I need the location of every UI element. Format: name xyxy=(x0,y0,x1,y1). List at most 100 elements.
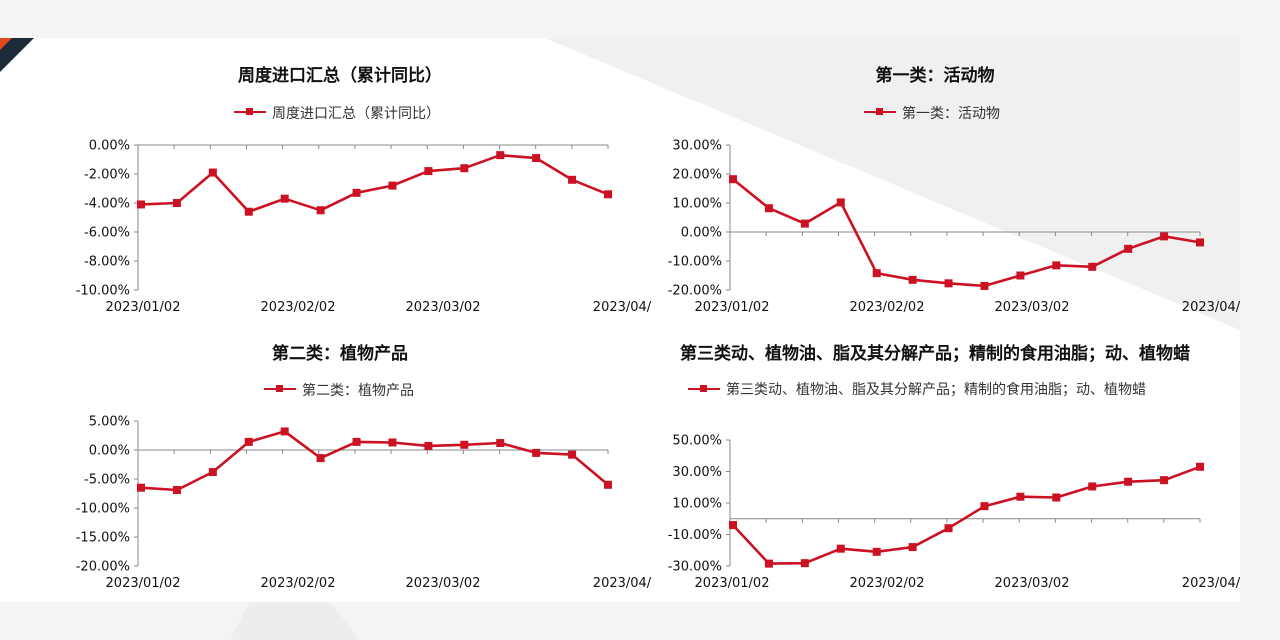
data-point xyxy=(1088,262,1097,271)
data-point xyxy=(424,167,433,176)
data-point xyxy=(496,151,505,160)
x-tick-label: 2023/04/ xyxy=(1182,300,1241,315)
data-point xyxy=(836,198,845,207)
data-point xyxy=(280,194,289,203)
data-point xyxy=(1160,476,1169,485)
y-tick-label: -15.00% xyxy=(76,531,130,546)
data-point xyxy=(604,480,612,489)
data-point xyxy=(568,175,577,184)
data-point xyxy=(172,199,181,207)
x-tick-label: 2023/02/02 xyxy=(850,576,925,591)
series-line xyxy=(140,430,609,492)
data-point xyxy=(800,219,809,228)
data-point xyxy=(424,441,433,450)
x-tick-label: 2023/03/02 xyxy=(406,576,481,591)
data-point xyxy=(872,269,881,278)
y-tick-label: -10.00% xyxy=(668,528,722,543)
legend-marker xyxy=(688,380,720,398)
data-point xyxy=(460,164,469,173)
data-point xyxy=(1196,462,1204,471)
data-point xyxy=(1124,244,1133,253)
y-tick-label: 20.00% xyxy=(672,168,722,183)
data-point xyxy=(908,275,917,284)
data-point xyxy=(388,438,397,447)
data-point xyxy=(460,440,469,449)
data-point xyxy=(280,427,289,436)
x-tick-label: 2023/01/02 xyxy=(695,576,770,591)
series-line xyxy=(732,465,1201,565)
x-tick-label: 2023/04/ xyxy=(593,576,652,591)
y-tick-label: 0.00% xyxy=(89,444,130,459)
data-point xyxy=(872,547,881,556)
data-point xyxy=(980,281,989,290)
legend-marker xyxy=(864,103,896,121)
chart-title: 第一类：活动物 xyxy=(875,66,995,86)
series-line xyxy=(140,153,609,213)
legend-marker xyxy=(264,380,296,398)
brand-corner-mark xyxy=(0,38,34,72)
data-point xyxy=(532,154,541,163)
chart-panel-plant-products: 第二类：植物产品 第二类：植物产品 5.00% 0.00% -5.00% -10.00… xyxy=(40,333,652,603)
chart-legend: 第一类：活动物 xyxy=(864,103,1000,123)
y-tick-label: -4.00% xyxy=(84,197,130,212)
chart-panel-oils-fats: 第三类动、植物油、脂及其分解产品；精制的食用油脂；动、植物蜡 第三类动、植物油、… xyxy=(630,333,1241,603)
data-point xyxy=(496,439,505,448)
legend-label: 第三类动、植物油、脂及其分解产品；精制的食用油脂；动、植物蜡 xyxy=(726,382,1146,398)
y-tick-label: -5.00% xyxy=(84,473,130,488)
data-point xyxy=(244,437,253,446)
x-tick-label: 2023/03/02 xyxy=(406,300,481,315)
x-tick-label: 2023/02/02 xyxy=(850,300,925,315)
chart-title: 周度进口汇总（累计同比） xyxy=(238,66,442,86)
data-point xyxy=(729,521,737,530)
data-point xyxy=(1016,271,1025,280)
y-tick-label: -2.00% xyxy=(84,168,130,183)
data-point xyxy=(764,559,773,568)
data-point xyxy=(1052,493,1061,502)
chart-panel-live-animals: 第一类：活动物 第一类：活动物 30.00% 20.00% 10.00% 0.00% -… xyxy=(630,55,1241,330)
x-tick-label: 2023/01/02 xyxy=(106,576,181,591)
data-point xyxy=(836,544,845,553)
data-point xyxy=(1052,261,1061,270)
data-point xyxy=(316,454,325,463)
y-tick-label: 30.00% xyxy=(672,139,722,154)
x-tick-label: 2023/01/02 xyxy=(695,300,770,315)
y-tick-label: 10.00% xyxy=(672,497,722,512)
legend-marker xyxy=(234,103,266,121)
chart-panel-total: 周度进口汇总（累计同比） 周度进口汇总（累计同比） 0.00% -2.00% -4.… xyxy=(40,55,652,330)
x-tick-label: 2023/03/02 xyxy=(995,576,1070,591)
x-tick-label: 2023/04/ xyxy=(593,300,652,315)
y-tick-label: 0.00% xyxy=(681,226,722,241)
chart-legend: 第三类动、植物油、脂及其分解产品；精制的食用油脂；动、植物蜡 xyxy=(688,380,1188,400)
y-tick-label: 10.00% xyxy=(672,197,722,212)
data-point xyxy=(729,175,737,184)
x-tick-label: 2023/02/02 xyxy=(261,576,336,591)
x-tick-label: 2023/04/ xyxy=(1182,576,1241,591)
chart-plot: 50.00% 30.00% 10.00% -10.00% -30.00%2023/01/… xyxy=(668,434,1241,592)
data-point xyxy=(944,524,953,533)
x-tick-label: 2023/01/02 xyxy=(106,300,181,315)
y-tick-label: -10.00% xyxy=(76,284,130,299)
chart-title: 第三类动、植物油、脂及其分解产品；精制的食用油脂；动、植物蜡 xyxy=(680,344,1190,364)
data-point xyxy=(316,206,325,215)
y-tick-label: 5.00% xyxy=(89,415,130,430)
chart-plot: 0.00%-2.00%-4.00%-6.00%-8.00%-10.00%2023… xyxy=(76,139,652,316)
data-point xyxy=(1124,477,1133,486)
legend-label: 第二类：植物产品 xyxy=(302,383,414,399)
data-point xyxy=(208,468,217,477)
y-tick-label: -10.00% xyxy=(668,255,722,270)
y-tick-label: -20.00% xyxy=(76,560,130,575)
y-tick-label: 50.00% xyxy=(672,434,722,449)
data-point xyxy=(908,543,917,552)
data-point xyxy=(172,486,181,495)
data-point xyxy=(352,437,361,446)
data-point xyxy=(137,200,145,209)
series-line xyxy=(732,178,1201,288)
data-point xyxy=(604,190,612,199)
y-tick-label: -8.00% xyxy=(84,255,130,270)
data-point xyxy=(208,168,217,177)
data-point xyxy=(388,181,397,190)
data-point xyxy=(764,204,773,213)
y-tick-label: -10.00% xyxy=(76,502,130,517)
x-tick-label: 2023/03/02 xyxy=(995,300,1070,315)
chart-legend: 第二类：植物产品 xyxy=(264,380,414,400)
